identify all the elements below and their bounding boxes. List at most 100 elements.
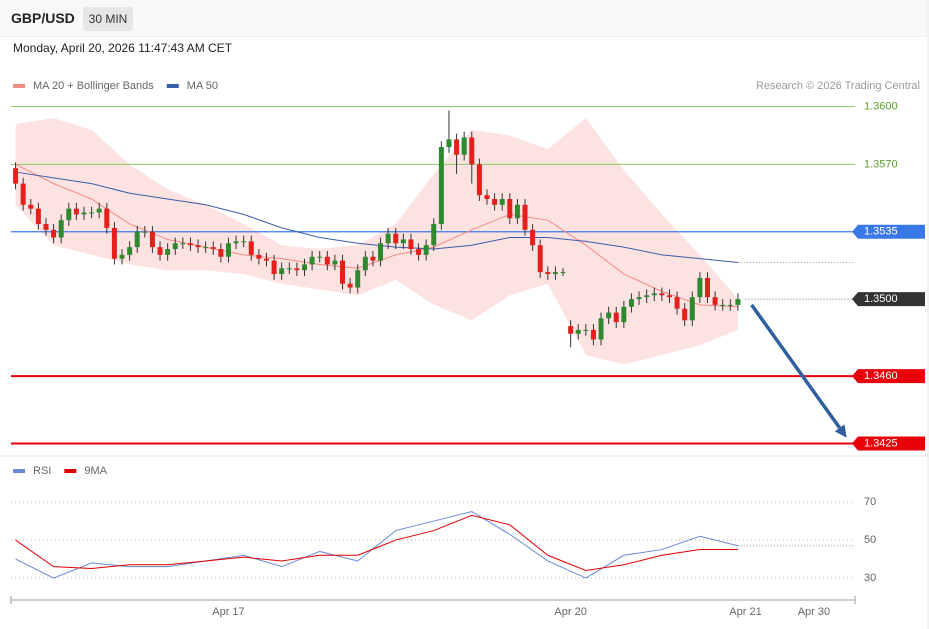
candle-body (127, 247, 133, 255)
candle-body (613, 312, 619, 323)
candle-body (43, 224, 49, 230)
x-tick-label: Apr 20 (554, 606, 586, 618)
candle-body (20, 183, 26, 205)
candle-body (165, 249, 171, 255)
candle-body (301, 264, 307, 271)
candle-body (590, 329, 596, 340)
candle-body (514, 204, 520, 219)
candle-body (575, 329, 581, 334)
candle-body (476, 164, 482, 196)
candle-body (469, 137, 475, 165)
candle-body (651, 293, 657, 296)
candle-body (385, 233, 391, 244)
candle-body (347, 283, 353, 288)
candle-body (530, 229, 536, 246)
timeframe-button[interactable]: 30 MIN (83, 7, 133, 31)
candle-body (682, 308, 688, 321)
candle-body (233, 241, 239, 244)
candle-body (66, 208, 72, 221)
candle-body (111, 227, 117, 259)
level-tag (852, 369, 925, 384)
candle-body (568, 326, 574, 334)
candle-body (142, 231, 148, 233)
legend-swatch (64, 469, 77, 473)
candle-body (720, 304, 726, 306)
candle-body (58, 220, 64, 238)
candle-body (35, 208, 41, 225)
candle-body (362, 256, 368, 271)
candle-body (294, 268, 300, 271)
symbol: GBP/USD (11, 10, 75, 26)
legend-label: 9MA (84, 465, 107, 477)
ma20-line (15, 163, 738, 308)
candle-body (712, 297, 718, 305)
candle-body (81, 212, 87, 215)
candle-body (51, 229, 57, 238)
candle-body (727, 304, 733, 306)
candle-body (256, 254, 262, 259)
candle-body (195, 245, 201, 248)
candle-body (636, 297, 642, 300)
ma50-line (15, 171, 738, 264)
candle-body (393, 233, 399, 244)
candle-body (735, 299, 741, 305)
level-label: 1.3425 (864, 437, 898, 449)
candle-body (522, 204, 528, 230)
candle-body (431, 224, 437, 246)
candle-body (674, 297, 680, 309)
candle-body (438, 147, 444, 225)
candle-body (263, 258, 269, 261)
bollinger-band (15, 118, 738, 365)
legend-label: MA 50 (187, 80, 218, 92)
candle-body (370, 256, 376, 261)
candle-body (187, 243, 193, 246)
x-tick-label: Apr 17 (212, 606, 244, 618)
candle-body (461, 137, 467, 155)
forecast-arrow (750, 303, 842, 429)
candle-body (606, 312, 612, 319)
candle-body (408, 239, 414, 250)
candle-body (340, 260, 346, 284)
candle-body (666, 295, 672, 298)
candle-body (583, 329, 589, 331)
legend-swatch (166, 84, 179, 88)
candle-body (507, 199, 513, 219)
candle-body (225, 243, 231, 257)
candle-body (355, 270, 361, 288)
candle-body (537, 245, 543, 273)
level-tag (852, 436, 925, 451)
candle-body (119, 254, 125, 259)
legend-swatch (13, 84, 25, 88)
timestamp: Monday, April 20, 2026 11:47:43 AM CET (13, 41, 233, 55)
level-label: 1.3600 (864, 101, 898, 113)
x-tick-label: Apr 21 (729, 606, 761, 618)
level-label: 1.3500 (864, 293, 898, 305)
candle-body (484, 195, 490, 200)
candle-body (704, 277, 710, 298)
header-bar: GBP/USD 30 MIN (0, 0, 927, 37)
candle-body (96, 208, 102, 213)
candle-body (89, 212, 95, 214)
y-tick-label: 30 (864, 572, 876, 584)
candle-body (180, 243, 186, 245)
candle-body (28, 204, 34, 209)
level-label: 1.3570 (864, 158, 898, 170)
candle-body (73, 208, 79, 215)
candle-body (545, 272, 551, 275)
candle-body (423, 245, 429, 255)
y-tick-label: 70 (864, 496, 876, 508)
level-tag (852, 292, 925, 307)
level-label: 1.3535 (864, 226, 898, 238)
x-tick-label: Apr 30 (798, 606, 830, 618)
candle-body (149, 231, 155, 248)
y-tick-label: 50 (864, 534, 876, 546)
candle-body (210, 247, 216, 250)
candle-body (332, 260, 338, 265)
indicator-line (15, 511, 739, 579)
candle-body (134, 231, 140, 248)
candle-body (628, 299, 634, 307)
candle-body (598, 318, 604, 340)
candle-body (157, 247, 163, 255)
